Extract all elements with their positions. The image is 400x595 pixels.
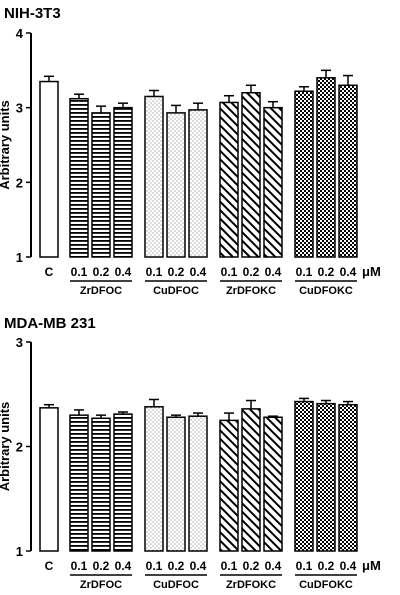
- bar: [69, 97, 89, 258]
- x-tick-label: 0.4: [340, 559, 357, 573]
- x-tick-label: 0.4: [190, 265, 207, 279]
- bar: [219, 419, 239, 552]
- bar: [338, 403, 358, 552]
- bar: [39, 80, 59, 258]
- chart-svg: 1 2 3 Arbitrary units C 0.1 0.2 0.4 0.1 0.2 0.4 0.1…: [0, 335, 381, 591]
- unit-label: μM: [362, 264, 381, 279]
- x-tick-label: 0.2: [243, 265, 260, 279]
- x-tick-label: 0.4: [190, 559, 207, 573]
- x-tick-label: C: [45, 265, 54, 279]
- group-label: CuDFOC: [153, 285, 199, 297]
- bar: [91, 417, 111, 552]
- chart-title: MDA-MB 231: [4, 315, 96, 332]
- group-label: CuDFOKC: [299, 579, 353, 591]
- bar: [316, 77, 336, 258]
- x-tick-label: 0.2: [168, 559, 185, 573]
- x-tick-label: 0.4: [115, 265, 132, 279]
- bar: [294, 400, 314, 552]
- bar: [69, 414, 89, 552]
- bar: [113, 106, 133, 258]
- bar: [316, 402, 336, 552]
- x-tick-label: 0.1: [146, 559, 163, 573]
- group-label: CuDFOC: [153, 579, 199, 591]
- x-tick-label: 0.1: [71, 265, 88, 279]
- chart-panel-nih3t3: NIH-3T3 1 2 3 4 Arbitrary units C 0.1 0.2 0.4 0.1…: [0, 5, 381, 297]
- x-tick-label: 0.4: [265, 559, 282, 573]
- x-tick-label: 0.4: [115, 559, 132, 573]
- bar: [241, 408, 261, 552]
- x-tick-label: 0.1: [71, 559, 88, 573]
- bar: [144, 95, 164, 258]
- bar: [166, 416, 186, 552]
- y-tick-label: 1: [16, 544, 23, 559]
- bar: [188, 109, 208, 258]
- bar: [144, 406, 164, 552]
- x-tick-label: 0.2: [168, 265, 185, 279]
- x-tick-label: 0.2: [318, 265, 335, 279]
- unit-label: μM: [362, 558, 381, 573]
- bar: [294, 90, 314, 258]
- y-axis-label: Arbitrary units: [0, 100, 12, 190]
- chart-panel-mdamb231: MDA-MB 231 1 2 3 Arbitrary units C 0.1 0.2 0.4 0…: [0, 305, 400, 595]
- x-tick-label: 0.2: [243, 559, 260, 573]
- bar: [188, 415, 208, 552]
- x-tick-label: 0.1: [221, 265, 238, 279]
- y-tick-label: 2: [16, 175, 23, 190]
- chart-svg: 1 2 3 4 Arbitrary units C 0.1 0.2 0.4 0.1 0.2 0.4 0.…: [0, 26, 381, 297]
- x-tick-label: 0.2: [318, 559, 335, 573]
- x-tick-label: 0.1: [221, 559, 238, 573]
- group-label: ZrDFOKC: [226, 579, 276, 591]
- group-label: CuDFOKC: [299, 285, 353, 297]
- bar: [113, 413, 133, 552]
- x-tick-label: 0.2: [93, 265, 110, 279]
- bar: [263, 416, 283, 552]
- group-label: ZrDFOKC: [226, 285, 276, 297]
- bar: [338, 84, 358, 258]
- bar: [219, 101, 239, 258]
- bar: [241, 91, 261, 258]
- x-tick-label: 0.4: [265, 265, 282, 279]
- x-tick-label: 0.4: [340, 265, 357, 279]
- bar: [166, 112, 186, 258]
- bar: [39, 407, 59, 552]
- group-label: ZrDFOC: [80, 579, 122, 591]
- y-tick-label: 3: [16, 101, 23, 116]
- y-tick-label: 1: [16, 250, 23, 265]
- x-tick-label: 0.1: [296, 559, 313, 573]
- group-label: ZrDFOC: [80, 285, 122, 297]
- y-axis-label: Arbitrary units: [0, 402, 12, 492]
- bar: [91, 112, 111, 258]
- x-tick-label: 0.1: [296, 265, 313, 279]
- bar: [263, 106, 283, 258]
- chart-title: NIH-3T3: [4, 5, 61, 22]
- x-tick-label: 0.1: [146, 265, 163, 279]
- x-tick-label: C: [45, 559, 54, 573]
- y-tick-label: 2: [16, 440, 23, 455]
- y-tick-label: 3: [16, 335, 23, 350]
- x-tick-label: 0.2: [93, 559, 110, 573]
- y-tick-label: 4: [16, 26, 24, 41]
